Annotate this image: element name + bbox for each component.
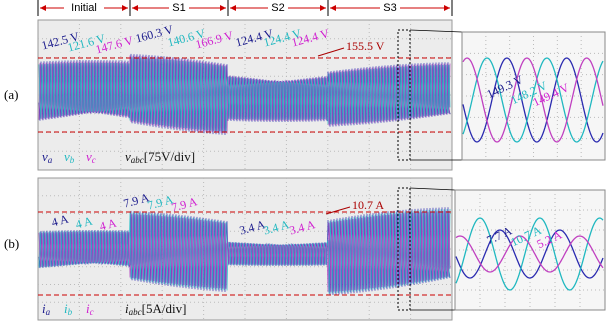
- value-label: 10.7 A: [352, 198, 384, 212]
- figure: Initial S1 S2 S3 (a) (b) 142.5 V121.6 V1…: [0, 0, 612, 330]
- legend-subscript: a: [48, 155, 53, 165]
- phase-label: S2: [271, 2, 284, 14]
- phase-label: S3: [383, 2, 396, 14]
- panel-tag: (a): [4, 87, 18, 102]
- phase-label: Initial: [71, 2, 97, 14]
- scale-subscript: abc: [131, 155, 144, 165]
- panel-tag: (b): [4, 236, 19, 251]
- scale-subscript: abc: [129, 307, 142, 317]
- phase-label: S1: [172, 2, 185, 14]
- legend-subscript: a: [46, 307, 51, 317]
- value-label: 155.5 V: [346, 39, 385, 53]
- legend-subscript: b: [70, 155, 75, 165]
- legend-subscript: c: [92, 155, 96, 165]
- legend-subscript: b: [68, 307, 73, 317]
- legend-subscript: c: [90, 307, 94, 317]
- scale-text: [75V/div]: [144, 149, 195, 164]
- scale-text: [5A/div]: [142, 301, 187, 316]
